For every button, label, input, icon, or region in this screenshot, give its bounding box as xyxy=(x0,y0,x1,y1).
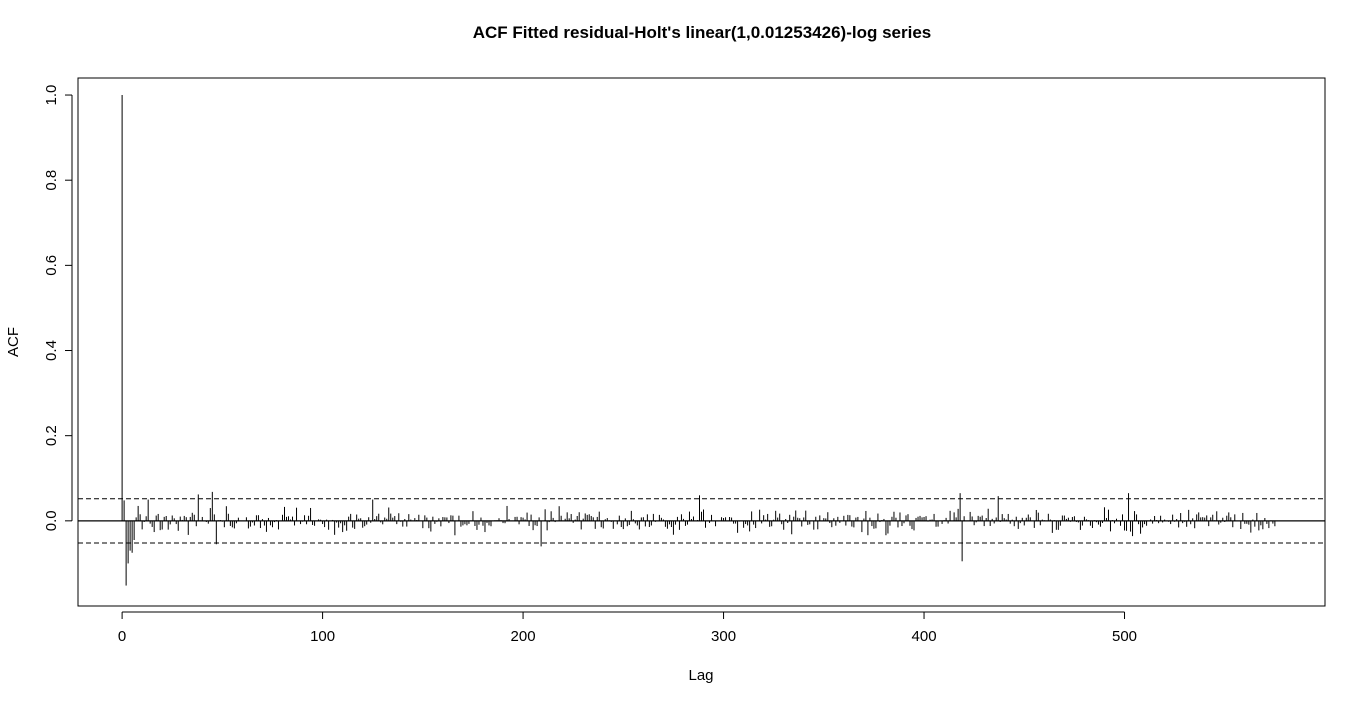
x-tick-label-400: 400 xyxy=(912,628,937,645)
acf-bars xyxy=(78,95,1325,586)
y-tick-label-0: 0.0 xyxy=(43,510,60,531)
y-tick-label-1: 1.0 xyxy=(43,85,60,106)
x-tick-label-300: 300 xyxy=(711,628,736,645)
plot-frame xyxy=(77,77,1326,607)
y-axis-title: ACF xyxy=(5,327,22,357)
y-tick-label-0.6: 0.6 xyxy=(43,255,60,276)
y-tick-label-0.4: 0.4 xyxy=(43,340,60,361)
x-axis-title: Lag xyxy=(688,667,713,684)
y-tick-label-0.8: 0.8 xyxy=(43,170,60,191)
x-tick-label-500: 500 xyxy=(1112,628,1137,645)
x-tick-label-0: 0 xyxy=(118,628,126,645)
y-axis: 0.0 0.2 0.4 0.6 0.8 1.0 xyxy=(43,85,73,531)
y-tick-label-0.2: 0.2 xyxy=(43,425,60,446)
x-axis: 0 100 200 300 400 500 xyxy=(118,611,1137,645)
x-tick-label-200: 200 xyxy=(511,628,536,645)
chart-title: ACF Fitted residual-Holt's linear(1,0.01… xyxy=(472,23,932,42)
x-tick-label-100: 100 xyxy=(310,628,335,645)
